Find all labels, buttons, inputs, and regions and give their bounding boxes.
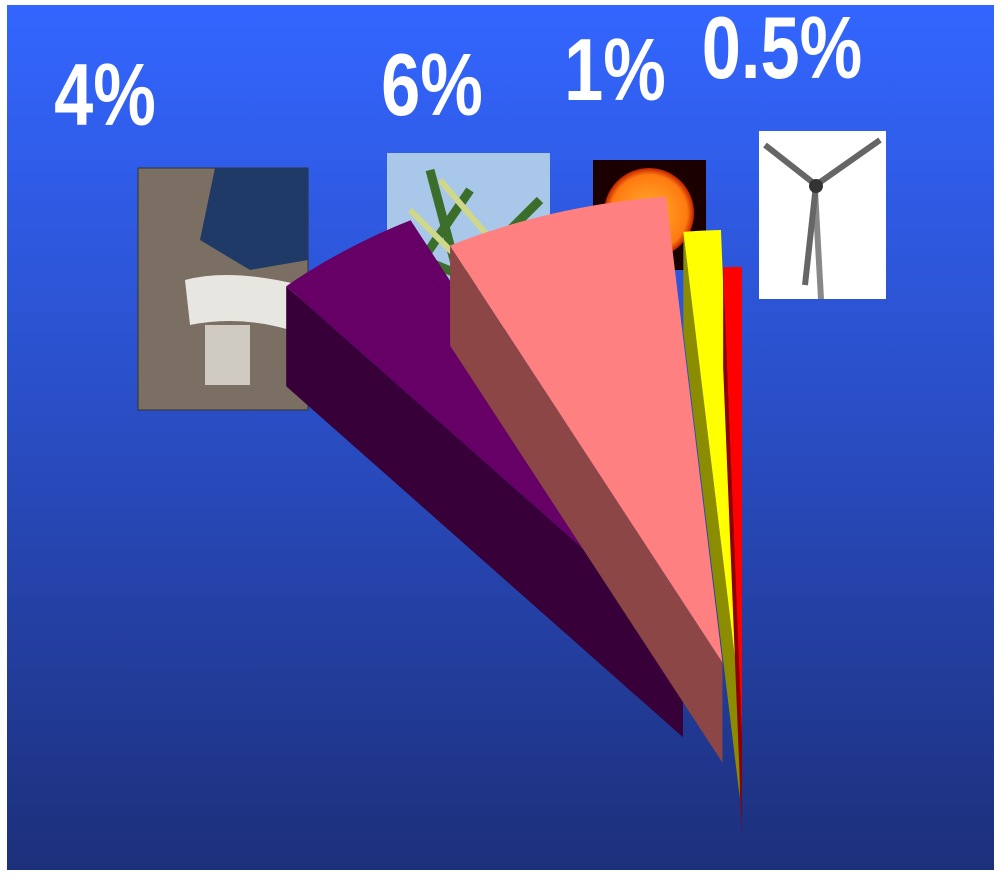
wind-turbine-photo [759, 131, 886, 299]
slice [450, 196, 723, 663]
slice [683, 229, 740, 698]
slice-side [450, 245, 723, 763]
slice-side [683, 231, 740, 798]
dam-photo [137, 167, 309, 411]
slice-label: 0.5% [702, 0, 862, 97]
slice-label: 6% [381, 35, 483, 133]
slice-side [723, 267, 742, 835]
slice-side [286, 286, 683, 738]
slice-label: 1% [564, 20, 666, 118]
slice [723, 267, 742, 735]
slice-label: 4% [54, 45, 156, 143]
